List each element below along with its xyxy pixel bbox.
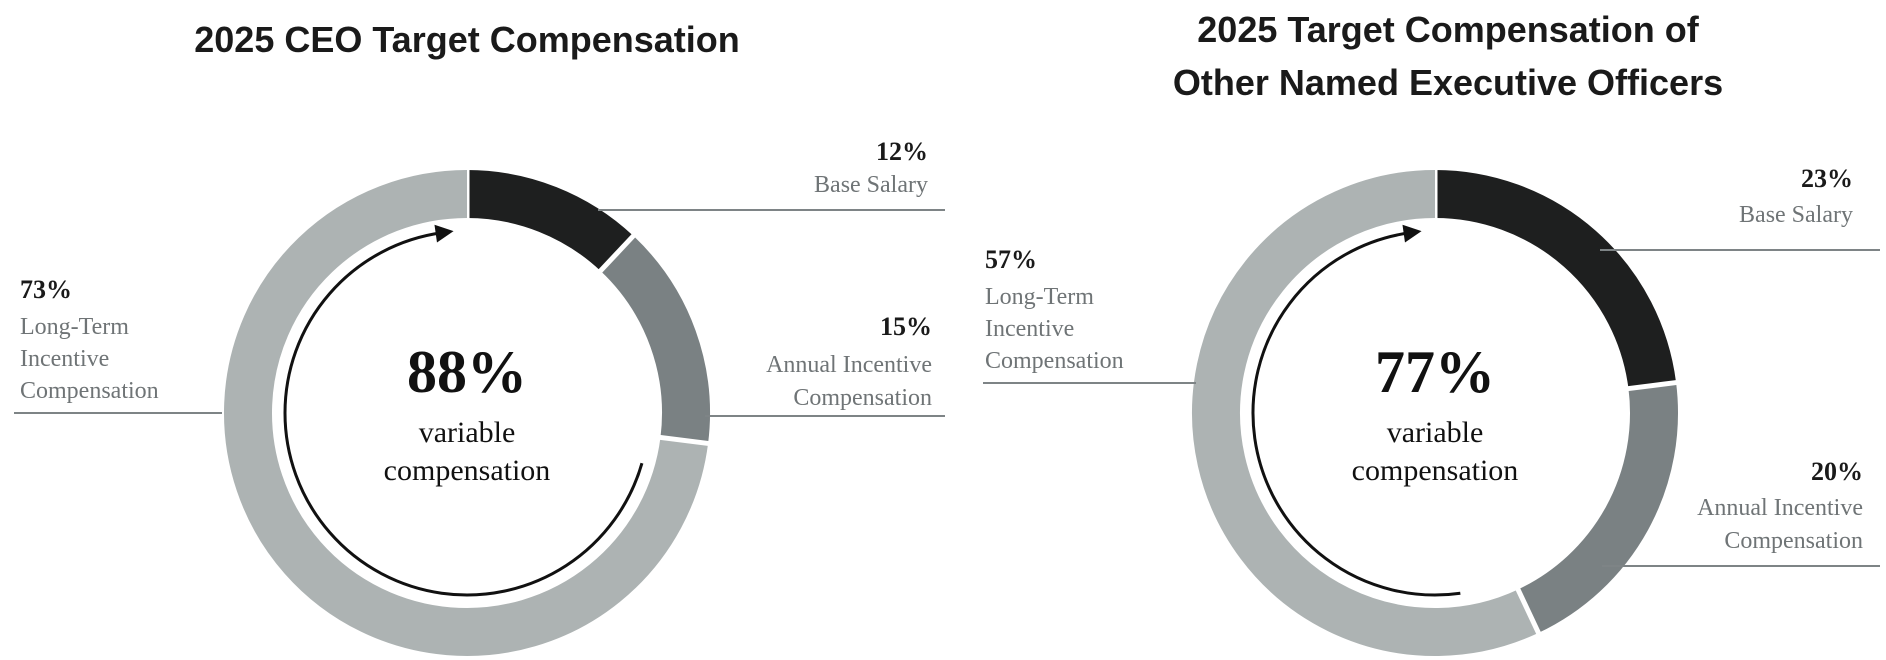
chart-title: 2025 CEO Target Compensation	[194, 19, 739, 60]
legend-label-long-term-1: Long-Term	[20, 314, 129, 340]
legend-label-annual-incentive-2: Compensation	[1724, 528, 1863, 554]
legend-label-base-salary: Base Salary	[814, 172, 928, 198]
legend-label-annual-incentive-1: Annual Incentive	[766, 352, 932, 378]
donut-ring	[224, 168, 711, 656]
legend-label-base-salary: Base Salary	[1739, 202, 1853, 228]
donut-segment-base-salary	[466, 170, 634, 272]
donut-ring	[1192, 168, 1679, 656]
variable-arrow	[1251, 224, 1461, 597]
segment-separator	[1626, 379, 1679, 392]
legend-label-long-term-3: Compensation	[985, 348, 1124, 374]
legend-label-annual-incentive-2: Compensation	[793, 385, 932, 411]
center-label-line1: variable	[419, 416, 516, 449]
segment-separator	[658, 434, 711, 447]
chart-title-line2: Other Named Executive Officers	[1173, 62, 1723, 103]
legend-label-annual-incentive-1: Annual Incentive	[1697, 495, 1863, 521]
legend-label-long-term-3: Compensation	[20, 378, 159, 404]
center-label-line1: variable	[1387, 416, 1484, 449]
arrow-head	[434, 224, 454, 243]
data-label-base-salary: 12%	[876, 137, 928, 166]
center-value: 88%	[407, 339, 527, 405]
variable-arrow	[283, 224, 644, 597]
chart-title-line1: 2025 Target Compensation of	[1197, 9, 1699, 50]
donut-segment-annual-incentive	[1517, 382, 1678, 633]
ceo-compensation-chart: 2025 CEO Target Compensation 88% variabl…	[14, 19, 945, 656]
center-value: 77%	[1375, 339, 1495, 405]
arrow-arc	[283, 231, 644, 597]
arrow-head	[1402, 224, 1422, 243]
legend-label-long-term-1: Long-Term	[985, 284, 1094, 310]
arrow-arc	[1251, 231, 1461, 597]
donut-segment-long-term	[224, 170, 709, 656]
data-label-annual-incentive: 15%	[880, 312, 932, 341]
donut-segment-base-salary	[1434, 170, 1677, 389]
data-label-annual-incentive: 20%	[1811, 457, 1863, 486]
center-label-line2: compensation	[384, 454, 551, 487]
center-label-line2: compensation	[1352, 454, 1519, 487]
legend-label-long-term-2: Incentive	[20, 346, 109, 372]
data-label-base-salary: 23%	[1801, 164, 1853, 193]
data-label-long-term: 57%	[985, 245, 1037, 274]
donut-segment-long-term	[1192, 170, 1539, 656]
neo-compensation-chart: 2025 Target Compensation of Other Named …	[983, 9, 1880, 656]
data-label-long-term: 73%	[20, 275, 72, 304]
segment-separator	[597, 232, 637, 275]
donut-segment-annual-incentive	[600, 235, 710, 444]
segment-separator	[1514, 586, 1542, 636]
legend-label-long-term-2: Incentive	[985, 316, 1074, 342]
